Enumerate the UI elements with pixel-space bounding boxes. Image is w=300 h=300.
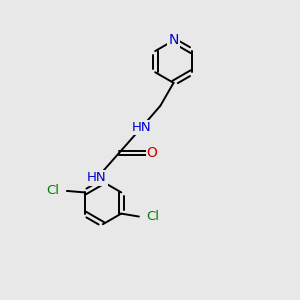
Text: O: O [147,146,158,160]
Text: N: N [168,34,179,47]
Text: Cl: Cl [146,210,159,223]
Text: HN: HN [131,122,151,134]
Text: Cl: Cl [46,184,59,197]
Text: HN: HN [87,172,107,184]
